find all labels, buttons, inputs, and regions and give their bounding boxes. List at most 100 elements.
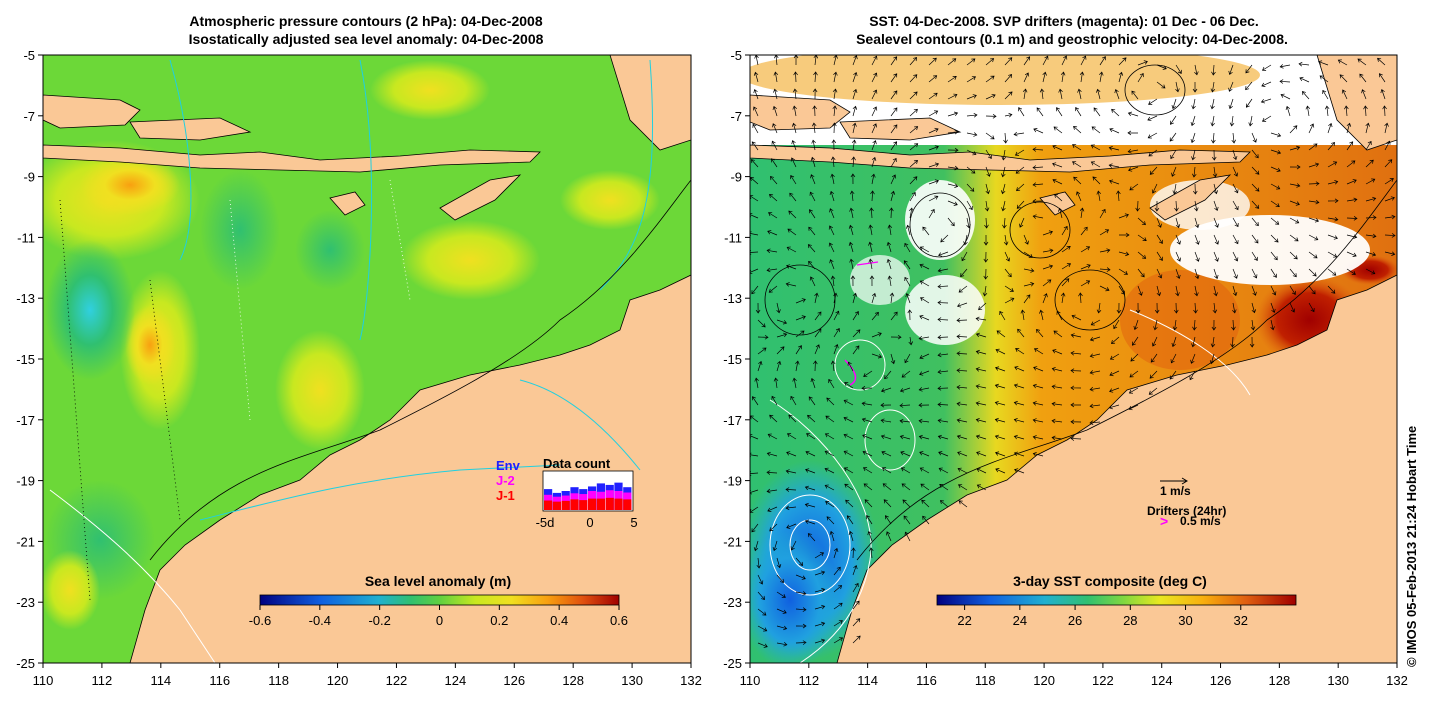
colorbar-tick-label: 28: [1123, 613, 1137, 628]
velocity-arrow-icon: [905, 292, 911, 304]
velocity-arrow-icon: [833, 620, 843, 627]
velocity-arrow-icon: [1116, 190, 1121, 202]
velocity-arrow-icon: [1089, 386, 1101, 392]
velocity-arrow-icon: [753, 71, 759, 83]
y-tick-label: -17: [16, 413, 35, 428]
velocity-arrow-icon: [1127, 149, 1139, 154]
velocity-arrow-icon: [843, 416, 854, 423]
velocity-arrow-icon: [833, 585, 843, 593]
velocity-arrow-icon: [966, 58, 976, 66]
velocity-arrow-icon: [1099, 285, 1110, 292]
velocity-arrow-icon: [909, 160, 919, 168]
velocity-arrow-icon: [852, 292, 858, 304]
velocity-arrow-icon: [792, 105, 797, 117]
data-count-bar: [552, 501, 561, 510]
velocity-arrow-icon: [922, 226, 930, 236]
velocity-arrow-icon: [909, 91, 918, 100]
data-count-xlabel-mid: 0: [586, 515, 593, 530]
velocity-arrow-icon: [811, 139, 816, 151]
velocity-arrow-icon: [788, 210, 797, 219]
velocity-arrow-icon: [750, 159, 759, 168]
colorbar-tick-label: 30: [1178, 613, 1192, 628]
velocity-arrow-icon: [963, 234, 968, 246]
velocity-arrow-icon: [1191, 336, 1196, 348]
velocity-arrow-icon: [808, 396, 816, 406]
velocity-arrow-icon: [1110, 336, 1120, 345]
velocity-arrow-icon: [939, 500, 949, 508]
velocity-arrow-icon: [1061, 245, 1071, 253]
velocity-arrow-icon: [806, 433, 816, 440]
velocity-arrow-icon: [1384, 178, 1394, 185]
velocity-arrow-icon: [947, 200, 958, 206]
velocity-arrow-icon: [845, 499, 854, 508]
velocity-arrow-icon: [776, 591, 786, 598]
velocity-arrow-icon: [1051, 418, 1063, 424]
velocity-arrow-icon: [966, 217, 971, 229]
velocity-arrow-icon: [1092, 176, 1101, 185]
velocity-arrow-icon: [1359, 73, 1367, 83]
velocity-arrow-icon: [847, 361, 854, 372]
velocity-arrow-icon: [1058, 88, 1063, 100]
velocity-arrow-icon: [1004, 297, 1015, 304]
velocity-arrow-icon: [1211, 319, 1217, 331]
velocity-arrow-icon: [1052, 349, 1063, 355]
velocity-arrow-icon: [938, 251, 949, 257]
velocity-arrow-icon: [1032, 198, 1044, 204]
velocity-arrow-icon: [1118, 213, 1129, 219]
velocity-arrow-icon: [1327, 161, 1338, 168]
velocity-arrow-icon: [1213, 217, 1219, 228]
velocity-arrow-icon: [1211, 149, 1217, 161]
velocity-arrow-icon: [852, 329, 861, 338]
velocity-arrow-icon: [767, 506, 778, 512]
velocity-arrow-icon: [861, 417, 873, 423]
imos-credit: © IMOS 05-Feb-2013 21:24 Hobart Time: [1404, 426, 1419, 667]
velocity-arrow-icon: [871, 123, 877, 134]
velocity-arrow-icon: [1213, 251, 1219, 262]
velocity-arrow-icon: [1013, 400, 1025, 406]
x-tick-label: 132: [1386, 673, 1408, 688]
velocity-arrow-icon: [833, 566, 841, 576]
velocity-arrow-icon: [937, 402, 949, 407]
velocity-arrow-icon: [795, 591, 807, 596]
velocity-arrow-icon: [901, 370, 911, 378]
velocity-arrow-icon: [1230, 336, 1235, 348]
velocity-arrow-icon: [1384, 251, 1396, 256]
velocity-arrow-icon: [1033, 128, 1044, 134]
velocity-arrow-icon: [1099, 56, 1106, 66]
velocity-arrow-icon: [752, 396, 759, 406]
data-count-bar: [596, 498, 605, 510]
velocity-arrow-icon: [830, 360, 836, 372]
velocity-arrow-icon: [1080, 226, 1088, 236]
velocity-arrow-icon: [767, 433, 778, 440]
velocity-arrow-icon: [918, 402, 930, 408]
velocity-arrow-icon: [1004, 112, 1013, 118]
velocity-arrow-icon: [776, 302, 781, 314]
velocity-arrow-icon: [833, 637, 844, 644]
velocity-arrow-icon: [1270, 166, 1281, 172]
velocity-arrow-icon: [1308, 285, 1316, 295]
velocity-arrow-icon: [863, 483, 873, 491]
velocity-arrow-icon: [985, 113, 997, 119]
velocity-arrow-icon: [1175, 81, 1180, 93]
velocity-arrow-icon: [795, 345, 802, 355]
velocity-arrow-icon: [922, 515, 930, 525]
velocity-arrow-icon: [1192, 81, 1198, 93]
velocity-arrow-icon: [825, 501, 835, 508]
velocity-arrow-icon: [1036, 328, 1044, 338]
y-tick-label: -21: [16, 534, 35, 549]
velocity-arrow-icon: [1023, 72, 1030, 83]
velocity-arrow-icon: [903, 515, 911, 525]
velocity-arrow-icon: [1232, 251, 1239, 262]
velocity-arrow-icon: [966, 200, 973, 211]
velocity-arrow-icon: [1042, 293, 1048, 304]
sea-level-anomaly-field: [43, 55, 691, 663]
velocity-arrow-icon: [889, 207, 894, 219]
velocity-arrow-icon: [795, 557, 804, 566]
velocity-arrow-icon: [1363, 105, 1368, 117]
velocity-arrow-icon: [787, 228, 797, 236]
velocity-arrow-icon: [792, 377, 797, 389]
velocity-arrow-icon: [826, 397, 835, 406]
velocity-arrow-icon: [804, 519, 816, 525]
velocity-arrow-icon: [1213, 234, 1219, 245]
velocity-arrow-icon: [1377, 57, 1386, 66]
